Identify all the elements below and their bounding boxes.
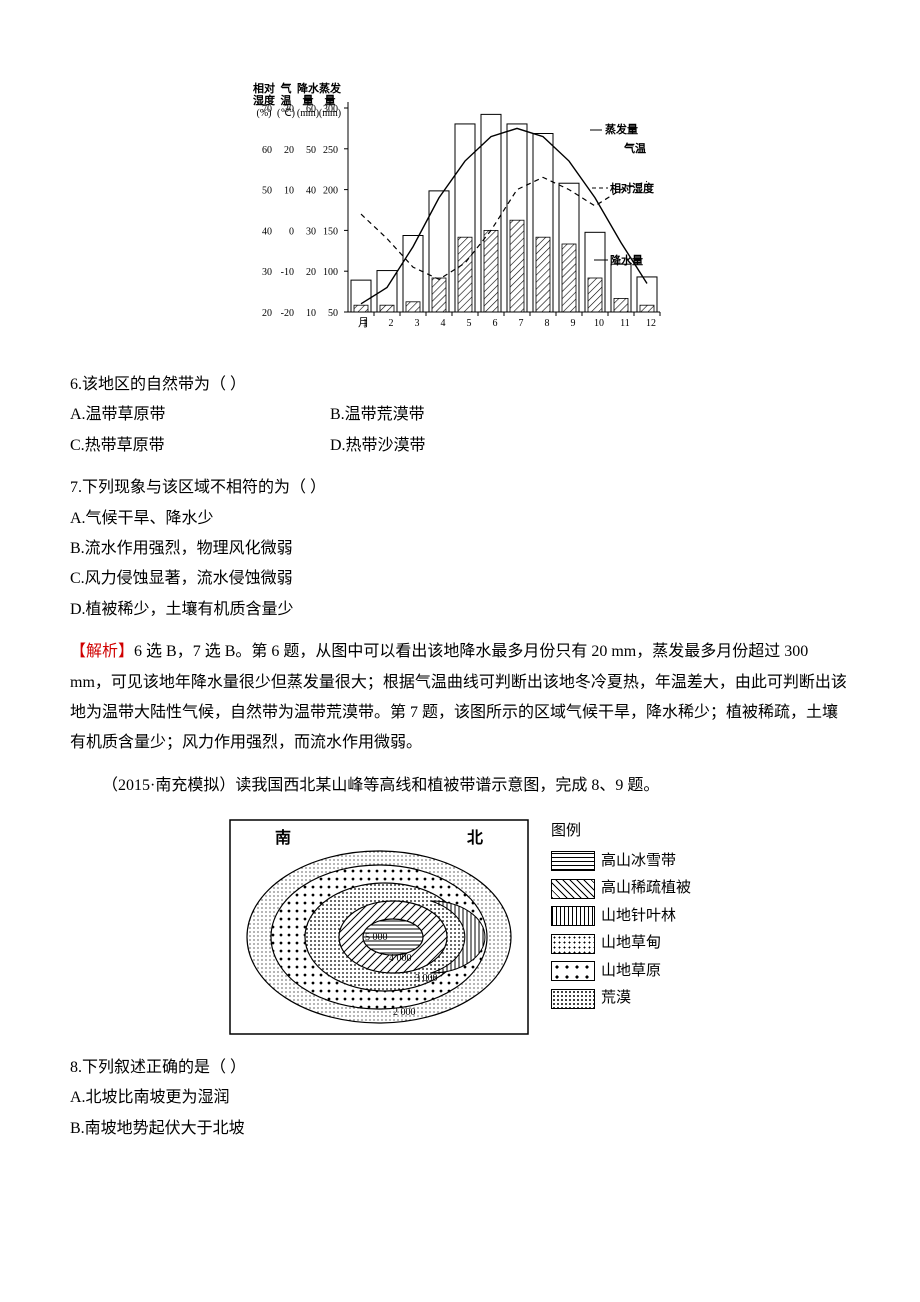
svg-text:降水量: 降水量 bbox=[610, 253, 643, 267]
q6-opt-c: C.热带草原带 bbox=[70, 431, 330, 461]
svg-text:气: 气 bbox=[280, 81, 292, 95]
legend-swatch bbox=[551, 961, 595, 981]
svg-text:30: 30 bbox=[262, 267, 272, 278]
svg-text:3: 3 bbox=[415, 318, 420, 329]
q7-opt-c: C.风力侵蚀显著，流水侵蚀微弱 bbox=[70, 564, 850, 594]
svg-text:4: 4 bbox=[441, 318, 446, 329]
legend-item: 山地针叶林 bbox=[551, 904, 691, 930]
legend-label: 高山冰雪带 bbox=[601, 849, 676, 875]
legend-item: 高山稀疏植被 bbox=[551, 876, 691, 902]
svg-text:20: 20 bbox=[262, 308, 272, 319]
svg-text:-10: -10 bbox=[281, 267, 294, 278]
analysis-text: 6 选 B，7 选 B。第 6 题，从图中可以看出该地降水最多月份只有 20 m… bbox=[70, 643, 847, 751]
q8-text: 8.下列叙述正确的是（ ） bbox=[70, 1053, 850, 1083]
svg-text:蒸发量: 蒸发量 bbox=[605, 122, 638, 136]
q8-opt-b: B.南坡地势起伏大于北坡 bbox=[70, 1114, 850, 1144]
legend-label: 高山稀疏植被 bbox=[601, 876, 691, 902]
svg-text:300: 300 bbox=[323, 104, 338, 115]
svg-text:250: 250 bbox=[323, 145, 338, 156]
svg-text:相对湿度: 相对湿度 bbox=[610, 181, 655, 195]
svg-text:8: 8 bbox=[545, 318, 550, 329]
legend-swatch bbox=[551, 879, 595, 899]
q6-opt-a: A.温带草原带 bbox=[70, 400, 330, 430]
svg-text:北: 北 bbox=[467, 829, 483, 847]
q7-opt-d: D.植被稀少，土壤有机质含量少 bbox=[70, 595, 850, 625]
svg-text:11: 11 bbox=[620, 318, 630, 329]
svg-text:50: 50 bbox=[306, 145, 316, 156]
question-8: 8.下列叙述正确的是（ ） A.北坡比南坡更为湿润 B.南坡地势起伏大于北坡 bbox=[70, 1053, 850, 1144]
legend-label: 山地针叶林 bbox=[601, 904, 676, 930]
svg-text:60: 60 bbox=[262, 145, 272, 156]
svg-text:30: 30 bbox=[306, 226, 316, 237]
svg-text:20: 20 bbox=[306, 267, 316, 278]
svg-text:12: 12 bbox=[646, 318, 656, 329]
legend-item: 山地草甸 bbox=[551, 931, 691, 957]
svg-text:150: 150 bbox=[323, 226, 338, 237]
q7-text: 7.下列现象与该区域不相符的为（ ） bbox=[70, 473, 850, 503]
legend-swatch bbox=[551, 906, 595, 926]
legend-item: 山地草原 bbox=[551, 959, 691, 985]
legend-title: 图例 bbox=[551, 819, 691, 845]
legend: 图例 高山冰雪带高山稀疏植被山地针叶林山地草甸山地草原荒漠 bbox=[551, 819, 691, 1035]
svg-text:40: 40 bbox=[306, 186, 316, 197]
svg-text:10: 10 bbox=[306, 308, 316, 319]
svg-text:50: 50 bbox=[262, 186, 272, 197]
legend-item: 荒漠 bbox=[551, 986, 691, 1012]
svg-text:蒸发: 蒸发 bbox=[319, 81, 342, 95]
analysis: 【解析】6 选 B，7 选 B。第 6 题，从图中可以看出该地降水最多月份只有 … bbox=[70, 637, 850, 759]
svg-text:2: 2 bbox=[389, 318, 394, 329]
svg-text:20: 20 bbox=[284, 145, 294, 156]
q6-text: 6.该地区的自然带为（ ） bbox=[70, 370, 850, 400]
legend-item: 高山冰雪带 bbox=[551, 849, 691, 875]
question-7: 7.下列现象与该区域不相符的为（ ） A.气候干旱、降水少 B.流水作用强烈，物… bbox=[70, 473, 850, 625]
legend-swatch bbox=[551, 989, 595, 1009]
q6-opt-b: B.温带荒漠带 bbox=[330, 400, 590, 430]
svg-text:南: 南 bbox=[275, 828, 291, 847]
legend-label: 山地草甸 bbox=[601, 931, 661, 957]
legend-label: 山地草原 bbox=[601, 959, 661, 985]
climate-chart: 相对湿度(%)203040506070气温(℃)-20-100102030降水量… bbox=[70, 80, 850, 340]
svg-text:5 000: 5 000 bbox=[365, 932, 388, 943]
svg-text:5: 5 bbox=[467, 318, 472, 329]
svg-text:6: 6 bbox=[493, 318, 498, 329]
svg-text:降水: 降水 bbox=[297, 81, 320, 95]
svg-text:10: 10 bbox=[284, 186, 294, 197]
contour-diagram: 南 北 5 0004 0003 000 2 000 bbox=[229, 819, 529, 1035]
svg-text:200: 200 bbox=[323, 186, 338, 197]
svg-text:30: 30 bbox=[284, 104, 294, 115]
svg-text:相对: 相对 bbox=[253, 81, 275, 95]
legend-label: 荒漠 bbox=[601, 986, 631, 1012]
analysis-label: 【解析】 bbox=[70, 643, 134, 660]
legend-swatch bbox=[551, 934, 595, 954]
svg-text:100: 100 bbox=[323, 267, 338, 278]
source-line: （2015·南充模拟）读我国西北某山峰等高线和植被带谱示意图，完成 8、9 题。 bbox=[70, 771, 850, 801]
svg-text:1: 1 bbox=[363, 318, 368, 329]
chart-svg: 相对湿度(%)203040506070气温(℃)-20-100102030降水量… bbox=[250, 80, 670, 340]
svg-text:3 000: 3 000 bbox=[415, 973, 438, 984]
q7-opt-b: B.流水作用强烈，物理风化微弱 bbox=[70, 534, 850, 564]
svg-text:2 000: 2 000 bbox=[393, 1007, 416, 1018]
svg-text:4 000: 4 000 bbox=[389, 953, 412, 964]
svg-text:0: 0 bbox=[289, 226, 294, 237]
svg-text:气温: 气温 bbox=[623, 141, 646, 155]
svg-text:50: 50 bbox=[328, 308, 338, 319]
svg-text:10: 10 bbox=[594, 318, 604, 329]
svg-text:7: 7 bbox=[519, 318, 524, 329]
vegetation-diagram-container: 南 北 5 0004 0003 000 2 000 图例 高山冰雪带高山稀疏植被山地针… bbox=[70, 819, 850, 1035]
q6-opt-d: D.热带沙漠带 bbox=[330, 431, 590, 461]
q7-opt-a: A.气候干旱、降水少 bbox=[70, 504, 850, 534]
svg-text:70: 70 bbox=[262, 104, 272, 115]
svg-text:9: 9 bbox=[571, 318, 576, 329]
legend-swatch bbox=[551, 851, 595, 871]
svg-text:60: 60 bbox=[306, 104, 316, 115]
svg-text:-20: -20 bbox=[281, 308, 294, 319]
q8-opt-a: A.北坡比南坡更为湿润 bbox=[70, 1083, 850, 1113]
svg-text:40: 40 bbox=[262, 226, 272, 237]
question-6: 6.该地区的自然带为（ ） A.温带草原带 B.温带荒漠带 C.热带草原带 D.… bbox=[70, 370, 850, 461]
